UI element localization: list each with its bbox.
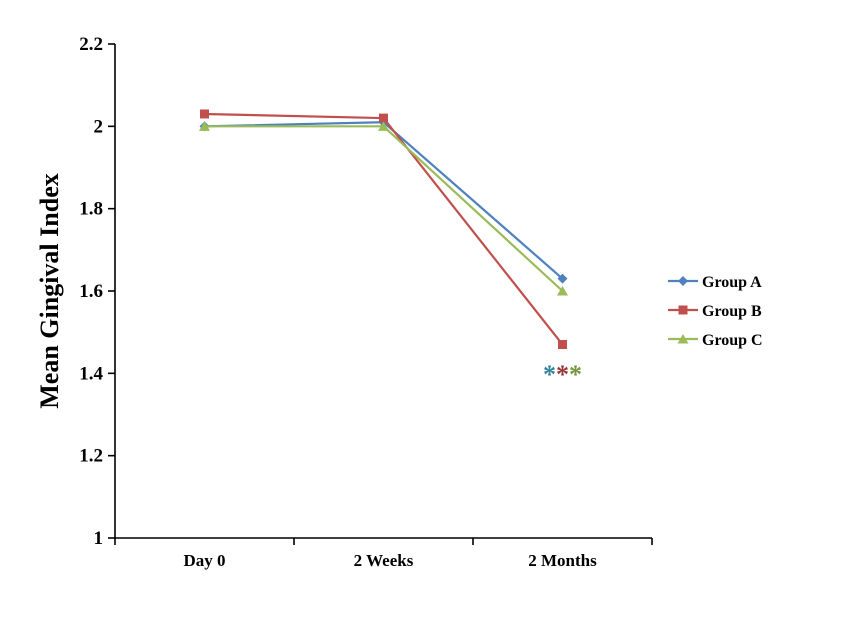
x-tick-label: Day 0 — [183, 551, 225, 570]
square-marker-icon — [558, 340, 567, 350]
y-tick-label: 1.8 — [79, 199, 103, 220]
triangle-marker-icon — [378, 121, 389, 131]
legend-item-group-a: Group A — [668, 274, 762, 291]
square-marker-icon — [379, 113, 388, 123]
series-group-a — [199, 117, 568, 284]
diamond-marker-icon — [678, 276, 688, 286]
y-axis-title: Mean Gingival Index — [35, 173, 64, 408]
triangle-marker-icon — [557, 286, 568, 296]
series-line — [204, 125, 564, 292]
asterisk-annotation: * — [543, 360, 556, 389]
y-tick-label: 1 — [94, 528, 104, 549]
square-marker-icon — [678, 305, 688, 315]
legend-label: Group C — [702, 332, 763, 349]
y-tick-label: 1.4 — [79, 363, 103, 384]
diamond-marker-icon — [557, 273, 568, 284]
legend-label: Group A — [702, 274, 762, 291]
legend: Group A Group B Group C — [668, 274, 763, 349]
legend-item-group-b: Group B — [668, 303, 762, 320]
axes: 1 1.2 1.4 1.6 1.8 2 2.2 Day 0 2 Weeks 2 Months — [79, 34, 653, 570]
asterisk-annotation: * — [569, 360, 582, 389]
series-group-c — [199, 121, 568, 296]
y-tick-label: 1.6 — [79, 281, 103, 302]
y-tick-label: 2.2 — [79, 34, 103, 55]
triangle-marker-icon — [677, 334, 689, 344]
series-group-b — [200, 109, 567, 350]
significance-asterisks: * * * — [543, 360, 582, 389]
y-tick-label: 1.2 — [79, 446, 103, 467]
series-line — [204, 112, 564, 346]
series-line — [204, 121, 564, 280]
triangle-marker-icon — [199, 121, 210, 131]
square-marker-icon — [200, 109, 209, 119]
x-tick-label: 2 Months — [528, 551, 597, 570]
legend-item-group-c: Group C — [668, 332, 763, 349]
x-tick-label: 2 Weeks — [354, 551, 414, 570]
legend-label: Group B — [702, 303, 762, 320]
y-tick-label: 2 — [94, 116, 104, 137]
asterisk-annotation: * — [556, 360, 569, 389]
